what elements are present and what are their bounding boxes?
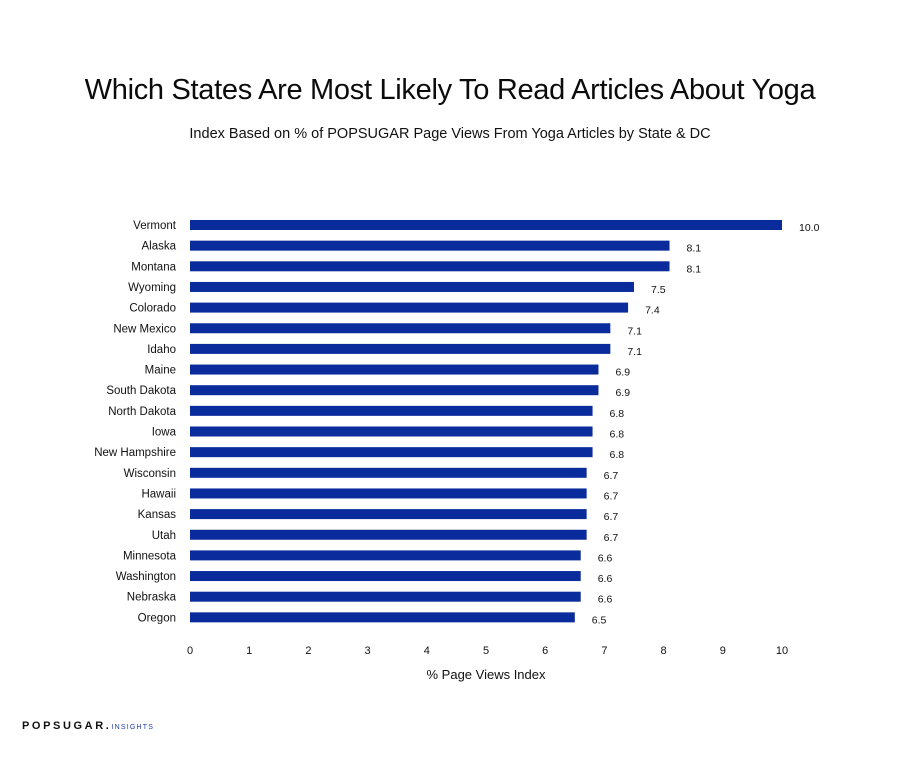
brand-sub: INSIGHTS <box>111 724 155 731</box>
data-label: 6.8 <box>610 429 625 441</box>
bar <box>190 261 670 272</box>
x-tick-label: 0 <box>187 645 193 657</box>
bar <box>190 405 593 416</box>
bar <box>190 571 581 582</box>
category-label: Vermont <box>133 220 177 232</box>
data-label: 7.4 <box>645 305 660 317</box>
category-label: Nebraska <box>127 592 177 604</box>
category-label: Alaska <box>141 241 176 253</box>
bar <box>190 529 587 540</box>
data-label: 7.5 <box>651 284 666 296</box>
bar <box>190 509 587 520</box>
chart-subtitle: Index Based on % of POPSUGAR Page Views … <box>189 126 711 142</box>
category-label: Montana <box>131 261 176 273</box>
brand-logo: POPSUGAR.INSIGHTS <box>22 720 155 732</box>
data-label: 6.6 <box>598 552 613 564</box>
category-label: Wyoming <box>128 282 176 294</box>
category-label: South Dakota <box>106 385 176 397</box>
bar <box>190 385 599 396</box>
data-label: 6.5 <box>592 614 607 626</box>
bar <box>190 343 611 354</box>
data-label: 10.0 <box>799 222 820 234</box>
x-tick-label: 1 <box>246 645 252 657</box>
category-label: New Mexico <box>113 323 176 335</box>
data-label: 7.1 <box>627 346 642 358</box>
x-axis-label: % Page Views Index <box>426 667 546 682</box>
data-label: 6.6 <box>598 594 613 606</box>
bar <box>190 426 593 437</box>
bar <box>190 240 670 251</box>
bar <box>190 220 782 230</box>
category-label: Iowa <box>152 427 177 439</box>
category-label: New Hampshire <box>94 447 176 459</box>
chart-title: Which States Are Most Likely To Read Art… <box>84 74 816 106</box>
category-label: Maine <box>145 365 176 377</box>
brand-name: POPSUGAR <box>22 720 106 732</box>
x-tick-label: 10 <box>776 645 788 657</box>
bar <box>190 447 593 458</box>
x-tick-label: 5 <box>483 645 489 657</box>
x-tick-label: 3 <box>365 645 371 657</box>
data-label: 6.7 <box>604 490 619 502</box>
bar <box>190 467 587 478</box>
x-tick-label: 4 <box>424 645 430 657</box>
bar <box>190 364 599 375</box>
bar <box>190 591 581 602</box>
category-label: Minnesota <box>123 550 177 562</box>
data-label: 6.6 <box>598 573 613 585</box>
bar <box>190 612 575 623</box>
x-tick-label: 7 <box>601 645 607 657</box>
category-label: Wisconsin <box>124 468 176 480</box>
data-label: 6.9 <box>615 367 630 379</box>
category-label: Hawaii <box>141 488 176 500</box>
category-label: Kansas <box>138 509 177 521</box>
data-label: 8.1 <box>687 243 702 255</box>
data-label: 8.1 <box>687 263 702 275</box>
x-tick-label: 9 <box>720 645 726 657</box>
bar <box>190 323 611 334</box>
x-tick-label: 8 <box>661 645 667 657</box>
bar <box>190 281 634 292</box>
data-label: 6.7 <box>604 511 619 523</box>
data-label: 6.7 <box>604 532 619 544</box>
bar <box>190 302 629 313</box>
category-label: Utah <box>152 530 176 542</box>
x-tick-label: 6 <box>542 645 548 657</box>
data-label: 7.1 <box>627 325 642 337</box>
data-label: 6.9 <box>615 387 630 399</box>
category-label: North Dakota <box>108 406 176 418</box>
data-label: 6.8 <box>610 449 625 461</box>
bar <box>190 488 587 499</box>
category-label: Colorado <box>129 303 176 315</box>
category-label: Oregon <box>138 612 176 624</box>
data-label: 6.8 <box>610 408 625 420</box>
x-tick-label: 2 <box>305 645 311 657</box>
data-label: 6.7 <box>604 470 619 482</box>
bar <box>190 550 581 561</box>
category-label: Washington <box>116 571 176 583</box>
category-label: Idaho <box>147 344 176 356</box>
